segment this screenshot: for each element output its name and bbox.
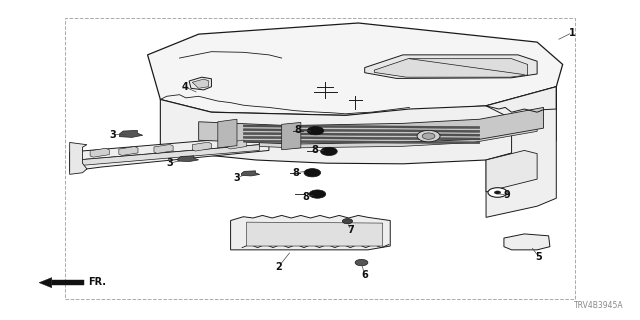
- Text: 2: 2: [275, 262, 282, 272]
- Text: 9: 9: [504, 190, 511, 200]
- Polygon shape: [486, 87, 556, 217]
- Text: 8: 8: [312, 146, 318, 156]
- Circle shape: [417, 130, 440, 142]
- Text: FR.: FR.: [88, 277, 106, 287]
- Circle shape: [422, 133, 435, 139]
- Polygon shape: [218, 119, 237, 148]
- Circle shape: [494, 191, 500, 194]
- Polygon shape: [70, 142, 87, 174]
- Circle shape: [342, 219, 353, 224]
- Circle shape: [304, 169, 321, 177]
- Polygon shape: [90, 148, 109, 157]
- Polygon shape: [70, 141, 269, 171]
- Text: TRV4B3945A: TRV4B3945A: [573, 301, 623, 310]
- Polygon shape: [119, 147, 138, 156]
- Polygon shape: [198, 108, 543, 144]
- Polygon shape: [70, 136, 259, 161]
- Text: 6: 6: [362, 270, 368, 280]
- Polygon shape: [486, 150, 537, 192]
- Polygon shape: [504, 234, 550, 250]
- Text: 1: 1: [569, 28, 575, 37]
- Polygon shape: [52, 280, 84, 285]
- Polygon shape: [243, 129, 479, 132]
- Polygon shape: [154, 144, 173, 153]
- Polygon shape: [243, 125, 479, 128]
- Polygon shape: [374, 59, 527, 77]
- Polygon shape: [120, 130, 143, 137]
- Text: 5: 5: [536, 252, 543, 262]
- Polygon shape: [70, 145, 259, 166]
- Text: 3: 3: [109, 130, 116, 140]
- Polygon shape: [246, 222, 383, 246]
- Polygon shape: [365, 55, 537, 78]
- Polygon shape: [227, 140, 246, 149]
- Text: 4: 4: [181, 82, 188, 92]
- Text: 3: 3: [166, 158, 173, 168]
- Circle shape: [321, 147, 337, 156]
- Polygon shape: [192, 142, 211, 151]
- Polygon shape: [192, 79, 209, 88]
- Polygon shape: [189, 77, 211, 90]
- Polygon shape: [243, 136, 479, 140]
- Polygon shape: [230, 215, 390, 250]
- Polygon shape: [161, 87, 556, 164]
- Polygon shape: [241, 171, 260, 176]
- Polygon shape: [282, 123, 301, 150]
- Circle shape: [488, 188, 507, 197]
- Circle shape: [355, 260, 368, 266]
- Circle shape: [307, 126, 324, 135]
- Polygon shape: [148, 23, 563, 116]
- Circle shape: [309, 190, 326, 198]
- Text: 8: 8: [294, 125, 301, 135]
- Polygon shape: [39, 277, 52, 288]
- Polygon shape: [243, 132, 479, 136]
- Polygon shape: [243, 140, 479, 144]
- Text: 3: 3: [234, 172, 241, 182]
- Text: 7: 7: [348, 225, 354, 235]
- Text: 8: 8: [303, 192, 309, 202]
- Polygon shape: [178, 156, 198, 162]
- Text: 8: 8: [292, 168, 299, 178]
- Polygon shape: [218, 111, 537, 148]
